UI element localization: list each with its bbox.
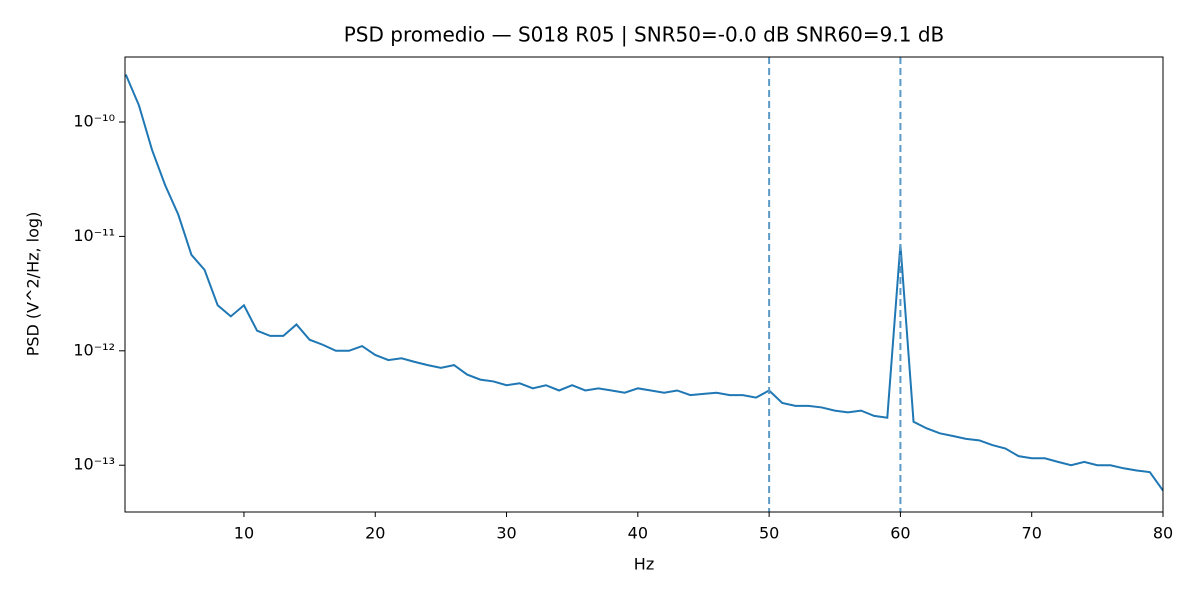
- x-tick-label: 40: [628, 524, 648, 543]
- y-axis-label: PSD (V^2/Hz, log): [24, 212, 43, 357]
- x-tick-label: 50: [759, 524, 779, 543]
- x-tick-label: 20: [365, 524, 385, 543]
- x-tick-label: 80: [1153, 524, 1173, 543]
- x-tick-label: 70: [1022, 524, 1042, 543]
- data-line: [125, 74, 1163, 492]
- x-tick-label: 60: [890, 524, 910, 543]
- plot-frame: [124, 56, 1164, 513]
- y-tick-label: 10⁻¹³: [73, 455, 115, 474]
- y-tick-label: 10⁻¹¹: [73, 226, 115, 245]
- x-tick-label: 30: [496, 524, 516, 543]
- x-axis-label: Hz: [634, 555, 654, 574]
- x-tick-label: 10: [234, 524, 254, 543]
- y-tick-label: 10⁻¹⁰: [73, 112, 115, 131]
- y-tick-label: 10⁻¹²: [73, 340, 115, 359]
- chart-title: PSD promedio — S018 R05 | SNR50=-0.0 dB …: [344, 23, 945, 47]
